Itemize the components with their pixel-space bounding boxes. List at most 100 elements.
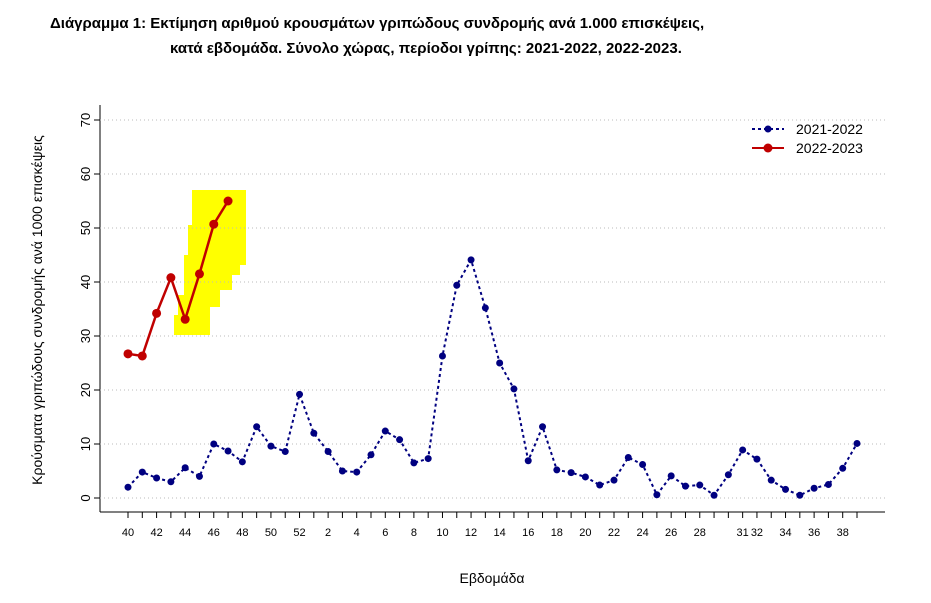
y-tick-label: 40 [78, 275, 93, 289]
point [553, 466, 561, 474]
legend-label: 2021-2022 [796, 121, 863, 137]
x-tick-label: 24 [636, 527, 648, 539]
line [127, 257, 858, 497]
point [782, 485, 790, 493]
x-tick-label: 50 [265, 527, 277, 539]
point [753, 455, 761, 463]
y-tick-label: 0 [78, 494, 93, 501]
point [223, 196, 233, 206]
point [367, 451, 375, 459]
y-tick-label: 10 [78, 437, 93, 451]
x-tick-label: 10 [436, 527, 448, 539]
x-tick-label: 34 [779, 527, 791, 539]
point [124, 483, 132, 491]
point [724, 471, 732, 479]
y-axis-label: Κρούσματα γριπώδους συνδρομής ανά 1000 ε… [29, 135, 45, 485]
x-tick-label: 46 [208, 527, 220, 539]
point [209, 219, 219, 229]
y-tick-label: 60 [78, 167, 93, 181]
highlight [174, 190, 246, 335]
legend-label: 2022-2023 [796, 140, 863, 156]
point [153, 474, 161, 482]
point [853, 439, 861, 447]
legend-marker [764, 125, 772, 133]
chart-subtitle: κατά εβδομάδα. Σύνολο χώρας, περίοδοι γρ… [170, 40, 682, 57]
point [824, 481, 832, 488]
point [353, 468, 361, 476]
y-tick-label: 70 [78, 113, 93, 127]
point [596, 481, 604, 489]
point [410, 459, 418, 467]
point [310, 429, 318, 437]
x-tick-label: 38 [837, 527, 849, 539]
point [296, 390, 304, 398]
chart-title: Διάγραμμα 1: Εκτίμηση αριθμού κρουσμάτων… [50, 15, 704, 32]
x-tick-label: 12 [465, 527, 477, 539]
x-tick-label: 52 [293, 527, 305, 539]
x-tick-label: 22 [608, 527, 620, 539]
point [796, 491, 804, 499]
point [338, 467, 346, 475]
point [667, 472, 675, 480]
x-tick-label: 32 [751, 527, 763, 539]
x-tick-label: 8 [411, 527, 417, 539]
point [510, 385, 518, 393]
point [567, 469, 575, 477]
point [438, 352, 446, 360]
x-axis-label: Εβδομάδα [459, 570, 524, 586]
point [539, 423, 547, 431]
x-tick-label: 14 [494, 527, 506, 539]
x-tick-label: 26 [665, 527, 677, 539]
point [467, 256, 475, 264]
point [810, 484, 818, 492]
point [639, 461, 647, 469]
x-tick-label: 18 [551, 527, 563, 539]
point [681, 482, 689, 490]
point [195, 472, 203, 480]
x-tick-label: 48 [236, 527, 248, 539]
point [181, 464, 189, 472]
x-tick-label: 44 [179, 527, 191, 539]
point [137, 351, 147, 361]
x-tick-label: 40 [122, 527, 134, 539]
y-tick-label: 20 [78, 383, 93, 397]
point [381, 427, 389, 435]
x-tick-label: 36 [808, 527, 820, 539]
point [839, 464, 847, 472]
line [127, 200, 230, 358]
point [238, 458, 246, 466]
point [166, 273, 176, 283]
point [324, 448, 332, 456]
point [524, 457, 532, 465]
point [194, 269, 204, 279]
point [453, 281, 461, 289]
x-tick-label: 16 [522, 527, 534, 539]
point [624, 454, 632, 461]
legend-marker [763, 143, 773, 153]
point [710, 491, 718, 499]
x-tick-label: 4 [354, 527, 360, 539]
point [167, 478, 175, 486]
x-tick-label: 2 [325, 527, 331, 539]
point [138, 468, 146, 476]
x-tick-label: 6 [382, 527, 388, 539]
y-tick-label: 30 [78, 329, 93, 343]
point [180, 314, 190, 324]
point [424, 455, 432, 463]
point [210, 440, 218, 448]
y-tick-label: 50 [78, 221, 93, 235]
point [481, 304, 489, 312]
point [653, 491, 661, 499]
point [281, 448, 289, 456]
point [581, 473, 589, 481]
point [396, 436, 404, 444]
point [496, 359, 504, 367]
x-tick-label: 31 [737, 527, 749, 539]
x-tick-label: 28 [694, 527, 706, 539]
point [696, 481, 704, 489]
point [224, 447, 232, 455]
x-tick-label: 20 [579, 527, 591, 539]
point [767, 476, 775, 484]
point [253, 423, 261, 431]
